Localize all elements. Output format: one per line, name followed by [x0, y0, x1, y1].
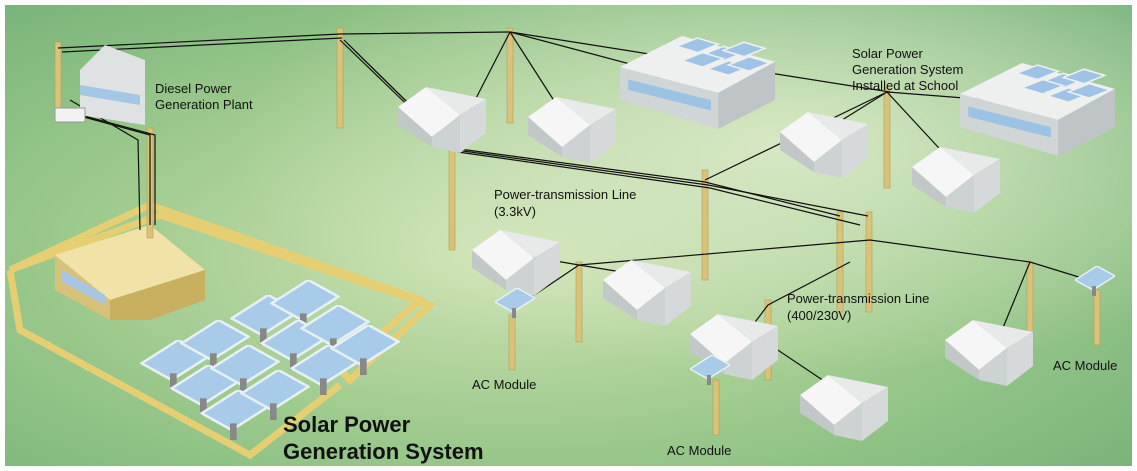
label: Power-transmission Line: [787, 291, 929, 306]
label: AC Module: [1053, 358, 1117, 373]
label: Solar Power: [852, 46, 923, 61]
label: Power-transmission Line: [494, 187, 636, 202]
diagram: Diesel Power Generation Plant Solar Powe…: [0, 0, 1137, 471]
title-label: Generation System: [283, 439, 484, 464]
label: (3.3kV): [494, 204, 536, 219]
label: AC Module: [472, 377, 536, 392]
title-label: Solar Power: [283, 412, 411, 437]
label: Generation Plant: [155, 97, 253, 112]
label: AC Module: [667, 443, 731, 458]
label: Generation System: [852, 62, 963, 77]
label: Installed at School: [852, 78, 958, 93]
label: Diesel Power: [155, 81, 232, 96]
label: (400/230V): [787, 308, 851, 323]
